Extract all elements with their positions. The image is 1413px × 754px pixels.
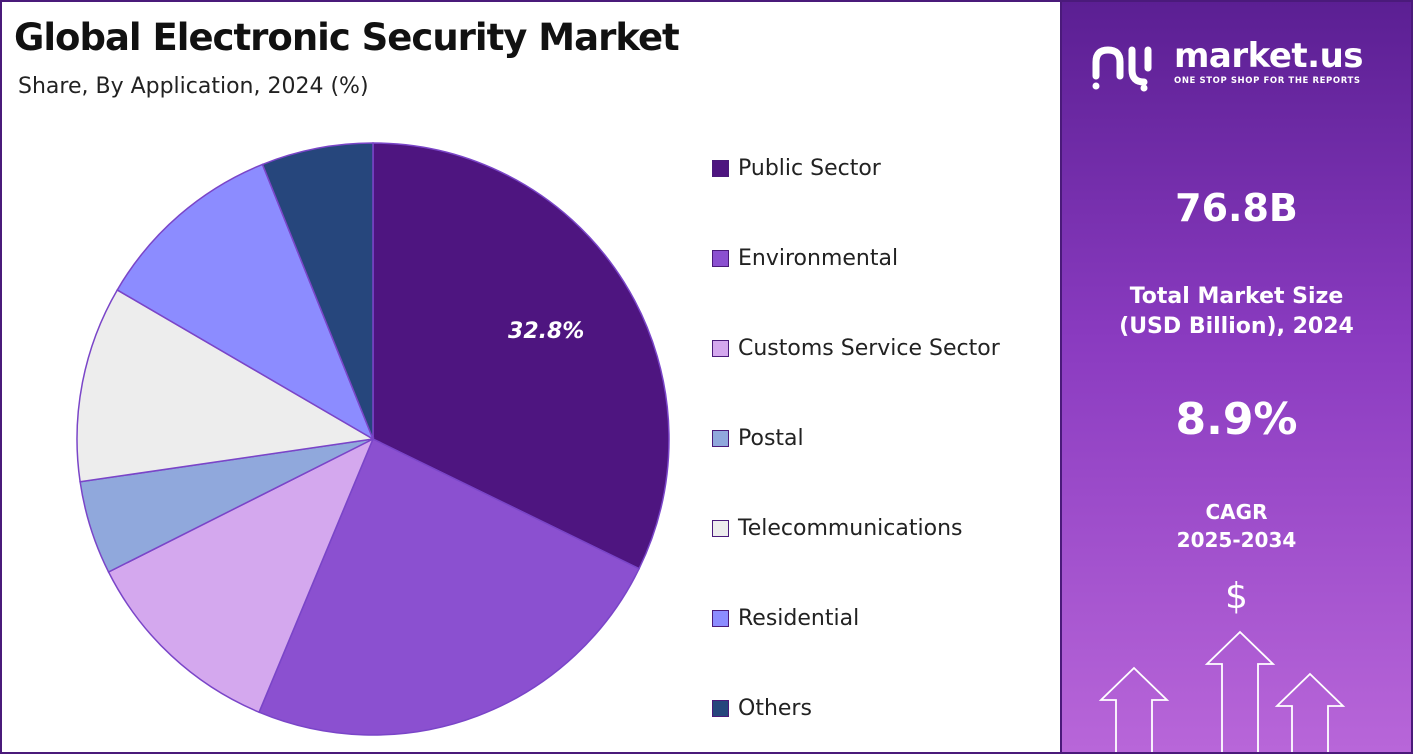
summary-panel: market.us ONE STOP SHOP FOR THE REPORTS … [1060,0,1413,754]
legend-swatch [712,339,729,357]
pie-slice-residential [116,163,375,441]
pie-slice-telecommunications [76,288,376,483]
legend-label: Postal [738,425,804,451]
pie-slice-customs-service-sector [107,437,375,714]
legend-item-telecommunications: Telecommunications [712,512,962,544]
legend-swatch [712,429,729,447]
legend-swatch [712,519,729,537]
legend-label: Telecommunications [738,515,963,541]
legend-label: Residential [738,605,860,631]
market-size-label-line2: (USD Billion), 2024 [1119,314,1354,339]
growth-arrows-icon [1098,630,1346,752]
cagr-label-line2: 2025-2034 [1176,528,1297,552]
legend-item-postal: Postal [712,422,804,454]
pie-slice-others [261,142,374,440]
cagr-label-line1: CAGR [1205,500,1268,524]
brand-name: market.us [1174,36,1364,76]
market-size-value: 76.8B [1175,186,1298,230]
legend-swatch [712,699,729,717]
legend-label: Public Sector [738,155,881,181]
chart-panel: Global Electronic Security Market Share,… [0,0,1060,754]
brand: market.us ONE STOP SHOP FOR THE REPORTS [1090,36,1390,96]
pie-slice-environmental [258,437,641,736]
pie-slice-public-sector [372,142,670,570]
cagr-value: 8.9% [1175,394,1298,445]
legend-item-environmental: Environmental [712,242,898,274]
market-us-logo-icon [1092,46,1152,92]
page-subtitle: Share, By Application, 2024 (%) [18,74,369,99]
legend-label: Customs Service Sector [738,335,1000,361]
legend-swatch [712,159,729,177]
cagr-label: CAGR 2025-2034 [1062,498,1411,554]
market-size-label: Total Market Size (USD Billion), 2024 [1062,282,1411,342]
data-label-public-sector: 32.8% [508,319,584,344]
page-title: Global Electronic Security Market [14,16,680,59]
legend-label: Environmental [738,245,899,271]
legend-label: Others [738,695,812,721]
brand-tagline: ONE STOP SHOP FOR THE REPORTS [1174,76,1361,86]
legend-item-others: Others [712,692,812,724]
pie-chart: 32.8% [76,142,670,736]
legend-item-residential: Residential [712,602,859,634]
legend-item-customs-service-sector: Customs Service Sector [712,332,1000,364]
legend-item-public-sector: Public Sector [712,152,881,184]
legend-swatch [712,609,729,627]
market-size-label-line1: Total Market Size [1129,284,1344,309]
dollar-icon: $ [1225,576,1248,617]
legend-swatch [712,249,729,267]
